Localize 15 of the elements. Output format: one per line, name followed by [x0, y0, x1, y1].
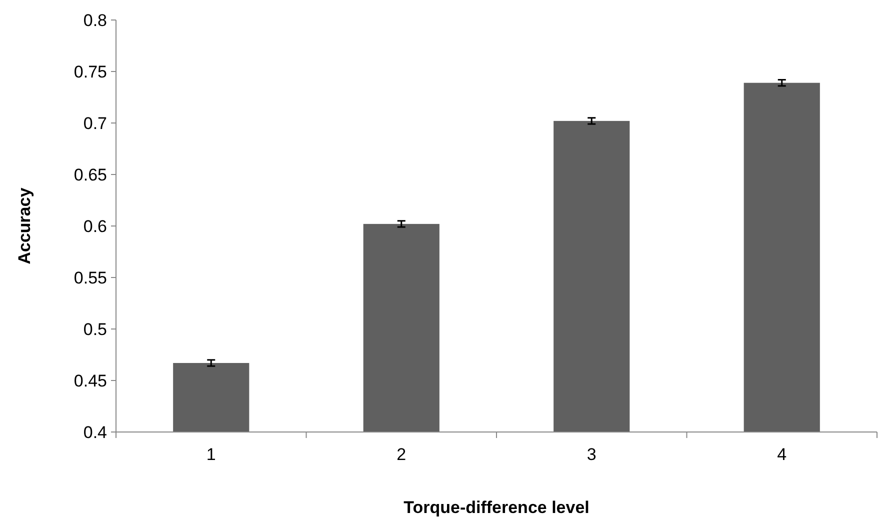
x-tick-label: 1	[206, 445, 216, 464]
y-tick-label: 0.55	[74, 268, 107, 288]
x-tick-label: 2	[396, 445, 406, 464]
y-tick-label: 0.45	[74, 371, 107, 390]
x-axis-title: Torque-difference level	[404, 498, 590, 517]
y-tick-label: 0.8	[83, 10, 107, 30]
y-tick-label: 0.75	[74, 62, 107, 82]
y-tick-label: 0.6	[83, 216, 107, 236]
y-tick-label: 0.5	[83, 320, 107, 339]
y-tick-label: 0.4	[83, 422, 107, 442]
x-tick-label: 4	[777, 445, 787, 464]
y-axis-title: Accuracy	[15, 187, 34, 264]
y-tick-label: 0.7	[83, 114, 107, 133]
y-tick-label: 0.65	[74, 165, 107, 184]
x-tick-label: 3	[586, 445, 596, 464]
